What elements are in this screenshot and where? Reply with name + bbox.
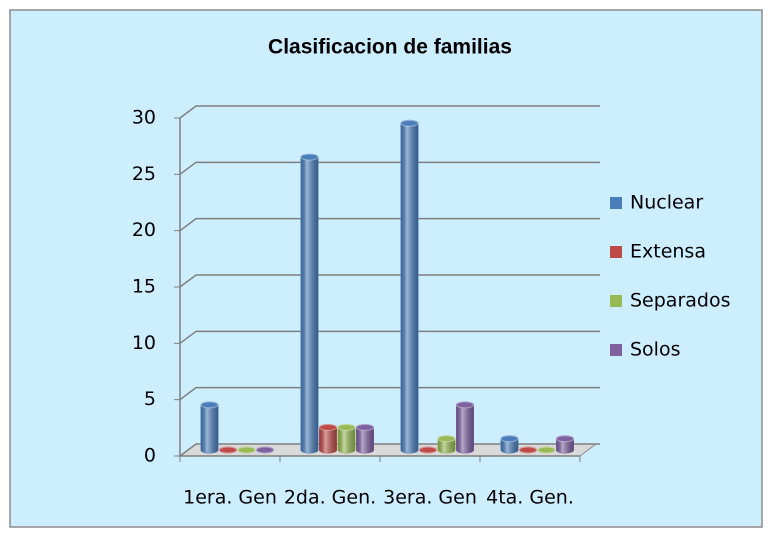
legend-label: Extensa <box>630 241 706 263</box>
x-tick-label: 2da. Gen. <box>284 487 376 509</box>
legend-label: Nuclear <box>630 192 703 214</box>
grid-line <box>179 105 600 119</box>
bar-shine <box>456 401 474 453</box>
bar-shine <box>301 154 318 454</box>
chart-background <box>9 9 763 528</box>
x-tick-label: 3era. Gen <box>383 487 477 509</box>
bar-top <box>419 446 437 454</box>
legend-swatch <box>610 344 622 356</box>
y-tick-label: 0 <box>144 445 156 467</box>
chart-title: Clasificacion de familias <box>268 36 512 59</box>
bar-top <box>237 446 256 454</box>
bar-top <box>319 423 337 431</box>
legend-label: Separados <box>630 290 731 312</box>
bar-top <box>500 435 519 443</box>
legend-swatch <box>610 246 622 258</box>
bar-top <box>356 423 374 431</box>
y-tick-label: 5 <box>144 388 156 410</box>
y-tick-label: 20 <box>132 219 156 241</box>
bar-top <box>519 446 537 454</box>
legend-label: Solos <box>630 339 681 361</box>
bar-shine <box>401 120 418 454</box>
bar-shine <box>356 424 374 453</box>
grid-line <box>179 330 600 344</box>
y-tick-label: 10 <box>132 332 156 354</box>
bar-top <box>400 119 419 127</box>
y-tick-label: 15 <box>132 276 156 298</box>
bar-top <box>219 446 237 454</box>
bar-top <box>300 153 319 161</box>
y-tick-label: 30 <box>132 107 156 129</box>
bar-shine <box>338 424 355 453</box>
legend-swatch <box>610 197 622 209</box>
grid-line <box>179 161 600 175</box>
bar-top <box>556 435 574 443</box>
y-tick-label: 25 <box>132 163 156 185</box>
bar-top <box>537 446 556 454</box>
grid-line <box>179 386 600 401</box>
x-tick-label: 1era. Gen <box>183 487 277 509</box>
bar-shine <box>319 424 337 453</box>
bar-top <box>256 446 274 454</box>
bar-top <box>437 435 456 443</box>
grid-line <box>179 217 600 232</box>
x-tick-label: 4ta. Gen. <box>486 487 574 509</box>
bar-shine <box>201 401 218 453</box>
grid-line <box>179 274 600 288</box>
bar-top <box>456 401 474 409</box>
legend-swatch <box>610 295 622 307</box>
bar-top <box>337 423 356 431</box>
bar-top <box>200 401 219 409</box>
